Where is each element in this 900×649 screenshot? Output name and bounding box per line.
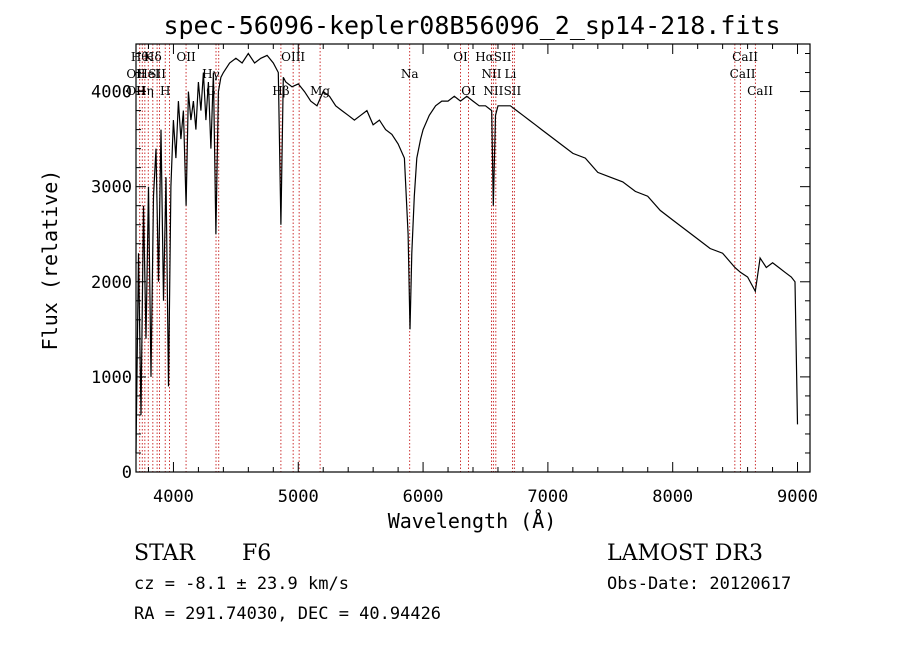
line-marker-label: H xyxy=(160,84,170,98)
redshift-cz: cz = -8.1 ± 23.9 km/s xyxy=(134,574,349,594)
coordinates: RA = 291.74030, DEC = 40.94426 xyxy=(134,604,441,624)
line-marker-label: CaII xyxy=(730,67,756,81)
line-marker-label: OI xyxy=(461,84,476,98)
axis-tick-labels: 4000 5000 6000 7000 8000 9000 0 1000 2000 3000 400… xyxy=(91,83,818,507)
line-marker-label: Mg xyxy=(310,84,330,98)
axis-ticks xyxy=(136,44,810,473)
line-marker-label: Hγ xyxy=(202,67,220,81)
line-markers xyxy=(139,44,756,472)
line-marker-label: HeI xyxy=(137,67,160,81)
chart-title: spec-56096-kepler08B56096_2_sp14-218.fit… xyxy=(163,11,780,40)
y-axis-label: Flux (relative) xyxy=(38,170,62,351)
line-marker-label: HαSII xyxy=(475,50,512,64)
line-marker-label: SII xyxy=(504,84,522,98)
x-axis-label: Wavelength (Å) xyxy=(388,509,557,533)
x-tick-label: 5000 xyxy=(278,487,319,507)
line-marker-label: Na xyxy=(401,67,419,81)
y-tick-label: 1000 xyxy=(91,368,132,388)
line-marker-label: NII xyxy=(483,84,503,98)
line-marker-label: OII xyxy=(176,50,196,64)
survey-name: LAMOST DR3 xyxy=(607,541,763,566)
line-marker-label: Hβ xyxy=(272,84,289,98)
y-tick-label: 3000 xyxy=(91,178,132,198)
plot-frame xyxy=(135,43,811,473)
x-tick-label: 8000 xyxy=(652,487,693,507)
line-marker-label: OIII xyxy=(281,50,305,64)
x-tick-label: 6000 xyxy=(403,487,444,507)
line-marker-label: CaII xyxy=(732,50,758,64)
x-tick-label: 9000 xyxy=(777,487,818,507)
flux-series-line xyxy=(135,52,799,454)
line-marker-label: SII xyxy=(148,67,166,81)
x-tick-label: 4000 xyxy=(153,487,194,507)
line-marker-label: K xyxy=(144,50,154,64)
line-marker-label: Hδ xyxy=(144,50,162,64)
line-marker-label: Hη xyxy=(136,84,154,98)
line-marker-label: NII xyxy=(481,67,501,81)
y-tick-label: 4000 xyxy=(91,83,132,103)
y-tick-label: 2000 xyxy=(91,273,132,293)
object-class: STAR xyxy=(134,541,196,566)
spectral-subclass: F6 xyxy=(242,541,271,566)
observation-date: Obs-Date: 20120617 xyxy=(607,574,791,594)
line-marker-label: G xyxy=(206,84,216,98)
line-marker-label: CaII xyxy=(747,84,773,98)
line-marker-label: OI xyxy=(453,50,468,64)
y-tick-label: 0 xyxy=(122,463,132,483)
x-tick-label: 7000 xyxy=(527,487,568,507)
line-marker-label: Hθ xyxy=(131,50,149,64)
line-marker-label: Li xyxy=(505,67,517,81)
